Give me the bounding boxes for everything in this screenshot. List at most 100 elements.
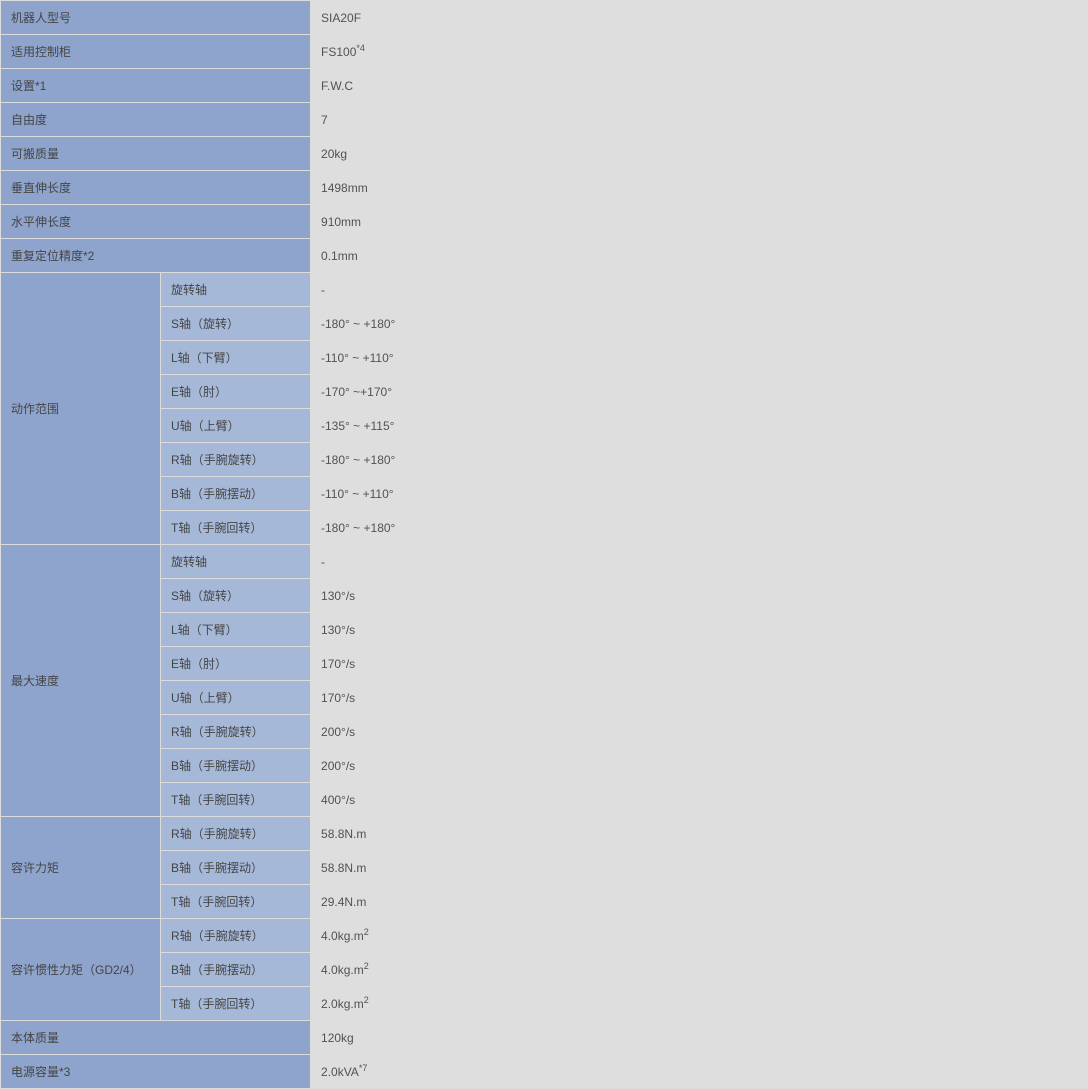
spec-value: 1498mm bbox=[311, 171, 1088, 205]
spec-subcategory: R轴（手腕旋转） bbox=[161, 817, 311, 851]
spec-table: 机器人型号 SIA20F 适用控制柜FS100*4设置*1 F.W.C 自由度 7 可搬质量… bbox=[0, 0, 1088, 1089]
table-row: E轴（肘） -170° ~+170° bbox=[1, 375, 1088, 409]
spec-value: - bbox=[311, 273, 1088, 307]
spec-label: 自由度 bbox=[1, 103, 311, 137]
value-text: 130°/s bbox=[321, 589, 355, 603]
table-row: R轴（手腕旋转） 200°/s bbox=[1, 715, 1088, 749]
value-text: -135° ~ +115° bbox=[321, 419, 394, 433]
spec-label: 重复定位精度*2 bbox=[1, 239, 311, 273]
spec-value: 400°/s bbox=[311, 783, 1088, 817]
table-row: 水平伸长度 910mm bbox=[1, 205, 1088, 239]
spec-subcategory: E轴（肘） bbox=[161, 375, 311, 409]
value-text: -180° ~ +180° bbox=[321, 317, 395, 331]
spec-subcategory: L轴（下臂） bbox=[161, 341, 311, 375]
spec-category: 动作范围 bbox=[1, 273, 161, 545]
value-text: 200°/s bbox=[321, 759, 355, 773]
spec-value: 2.0kg.m2 bbox=[311, 987, 1088, 1021]
table-row: 本体质量120kg bbox=[1, 1021, 1088, 1055]
value-text: FS100 bbox=[321, 45, 356, 59]
value-text: F.W.C bbox=[321, 79, 353, 93]
spec-value: 910mm bbox=[311, 205, 1088, 239]
table-row: T轴（手腕回转）-180° ~ +180° bbox=[1, 511, 1088, 545]
value-text: 170°/s bbox=[321, 691, 355, 705]
table-row: 适用控制柜FS100*4 bbox=[1, 35, 1088, 69]
value-text: -110° ~ +110° bbox=[321, 351, 394, 365]
table-row: 最大速度旋转轴- bbox=[1, 545, 1088, 579]
table-row: 设置*1 F.W.C bbox=[1, 69, 1088, 103]
table-row: T轴（手腕回转）2.0kg.m2 bbox=[1, 987, 1088, 1021]
table-row: L轴（下臂） -110° ~ +110° bbox=[1, 341, 1088, 375]
spec-subcategory: T轴（手腕回转） bbox=[161, 783, 311, 817]
spec-subcategory: B轴（手腕摆动） bbox=[161, 953, 311, 987]
spec-value: -170° ~+170° bbox=[311, 375, 1088, 409]
value-text: 170°/s bbox=[321, 657, 355, 671]
value-text: 2.0kVA bbox=[321, 1065, 359, 1079]
spec-category: 容许惯性力矩（GD2/4） bbox=[1, 919, 161, 1021]
spec-value: 170°/s bbox=[311, 647, 1088, 681]
value-text: -180° ~ +180° bbox=[321, 453, 395, 467]
value-text: 1498mm bbox=[321, 181, 368, 195]
value-superscript: *7 bbox=[359, 1063, 368, 1073]
table-row: E轴（肘） 170°/s bbox=[1, 647, 1088, 681]
table-row: S轴（旋转） 130°/s bbox=[1, 579, 1088, 613]
value-text: 58.8N.m bbox=[321, 827, 366, 841]
value-text: 130°/s bbox=[321, 623, 355, 637]
spec-label: 设置*1 bbox=[1, 69, 311, 103]
value-text: -170° ~+170° bbox=[321, 385, 392, 399]
spec-value: -135° ~ +115° bbox=[311, 409, 1088, 443]
spec-subcategory: S轴（旋转） bbox=[161, 579, 311, 613]
spec-category: 容许力矩 bbox=[1, 817, 161, 919]
value-text: 910mm bbox=[321, 215, 361, 229]
value-text: SIA20F bbox=[321, 11, 361, 25]
table-row: 容许惯性力矩（GD2/4）R轴（手腕旋转）4.0kg.m2 bbox=[1, 919, 1088, 953]
table-row: B轴（手腕摆动） 58.8N.m bbox=[1, 851, 1088, 885]
spec-category: 最大速度 bbox=[1, 545, 161, 817]
value-text: 200°/s bbox=[321, 725, 355, 739]
spec-subcategory: 旋转轴 bbox=[161, 273, 311, 307]
value-superscript: 2 bbox=[364, 927, 369, 937]
spec-value: 130°/s bbox=[311, 613, 1088, 647]
table-row: B轴（手腕摆动）-110° ~ +110° bbox=[1, 477, 1088, 511]
value-text: 2.0kg.m bbox=[321, 997, 364, 1011]
spec-value: 7 bbox=[311, 103, 1088, 137]
spec-value: 0.1mm bbox=[311, 239, 1088, 273]
table-row: T轴（手腕回转）400°/s bbox=[1, 783, 1088, 817]
value-text: -180° ~ +180° bbox=[321, 521, 395, 535]
spec-value: -180° ~ +180° bbox=[311, 511, 1088, 545]
spec-subcategory: S轴（旋转） bbox=[161, 307, 311, 341]
spec-value: 20kg bbox=[311, 137, 1088, 171]
value-text: 4.0kg.m bbox=[321, 929, 364, 943]
spec-value: 58.8N.m bbox=[311, 817, 1088, 851]
spec-subcategory: B轴（手腕摆动） bbox=[161, 851, 311, 885]
value-text: 29.4N.m bbox=[321, 895, 366, 909]
value-superscript: 2 bbox=[364, 995, 369, 1005]
spec-label: 水平伸长度 bbox=[1, 205, 311, 239]
spec-subcategory: R轴（手腕旋转） bbox=[161, 715, 311, 749]
value-superscript: *4 bbox=[356, 43, 365, 53]
spec-value: -110° ~ +110° bbox=[311, 477, 1088, 511]
value-text: 58.8N.m bbox=[321, 861, 366, 875]
spec-value: FS100*4 bbox=[311, 35, 1088, 69]
table-row: U轴（上臂）170°/s bbox=[1, 681, 1088, 715]
spec-subcategory: R轴（手腕旋转） bbox=[161, 919, 311, 953]
spec-subcategory: E轴（肘） bbox=[161, 647, 311, 681]
value-text: 4.0kg.m bbox=[321, 963, 364, 977]
value-text: 7 bbox=[321, 113, 328, 127]
spec-subcategory: B轴（手腕摆动） bbox=[161, 477, 311, 511]
spec-value: 4.0kg.m2 bbox=[311, 953, 1088, 987]
spec-value: 120kg bbox=[311, 1021, 1088, 1055]
spec-label: 垂直伸长度 bbox=[1, 171, 311, 205]
table-row: L轴（下臂）130°/s bbox=[1, 613, 1088, 647]
spec-subcategory: R轴（手腕旋转） bbox=[161, 443, 311, 477]
spec-value: 200°/s bbox=[311, 749, 1088, 783]
spec-subcategory: U轴（上臂） bbox=[161, 409, 311, 443]
table-row: 可搬质量20kg bbox=[1, 137, 1088, 171]
spec-value: 58.8N.m bbox=[311, 851, 1088, 885]
spec-value: 4.0kg.m2 bbox=[311, 919, 1088, 953]
spec-value: -180° ~ +180° bbox=[311, 307, 1088, 341]
spec-value: SIA20F bbox=[311, 1, 1088, 35]
spec-subcategory: T轴（手腕回转） bbox=[161, 885, 311, 919]
table-row: 动作范围旋转轴- bbox=[1, 273, 1088, 307]
table-row: S轴（旋转） -180° ~ +180° bbox=[1, 307, 1088, 341]
spec-label: 机器人型号 bbox=[1, 1, 311, 35]
